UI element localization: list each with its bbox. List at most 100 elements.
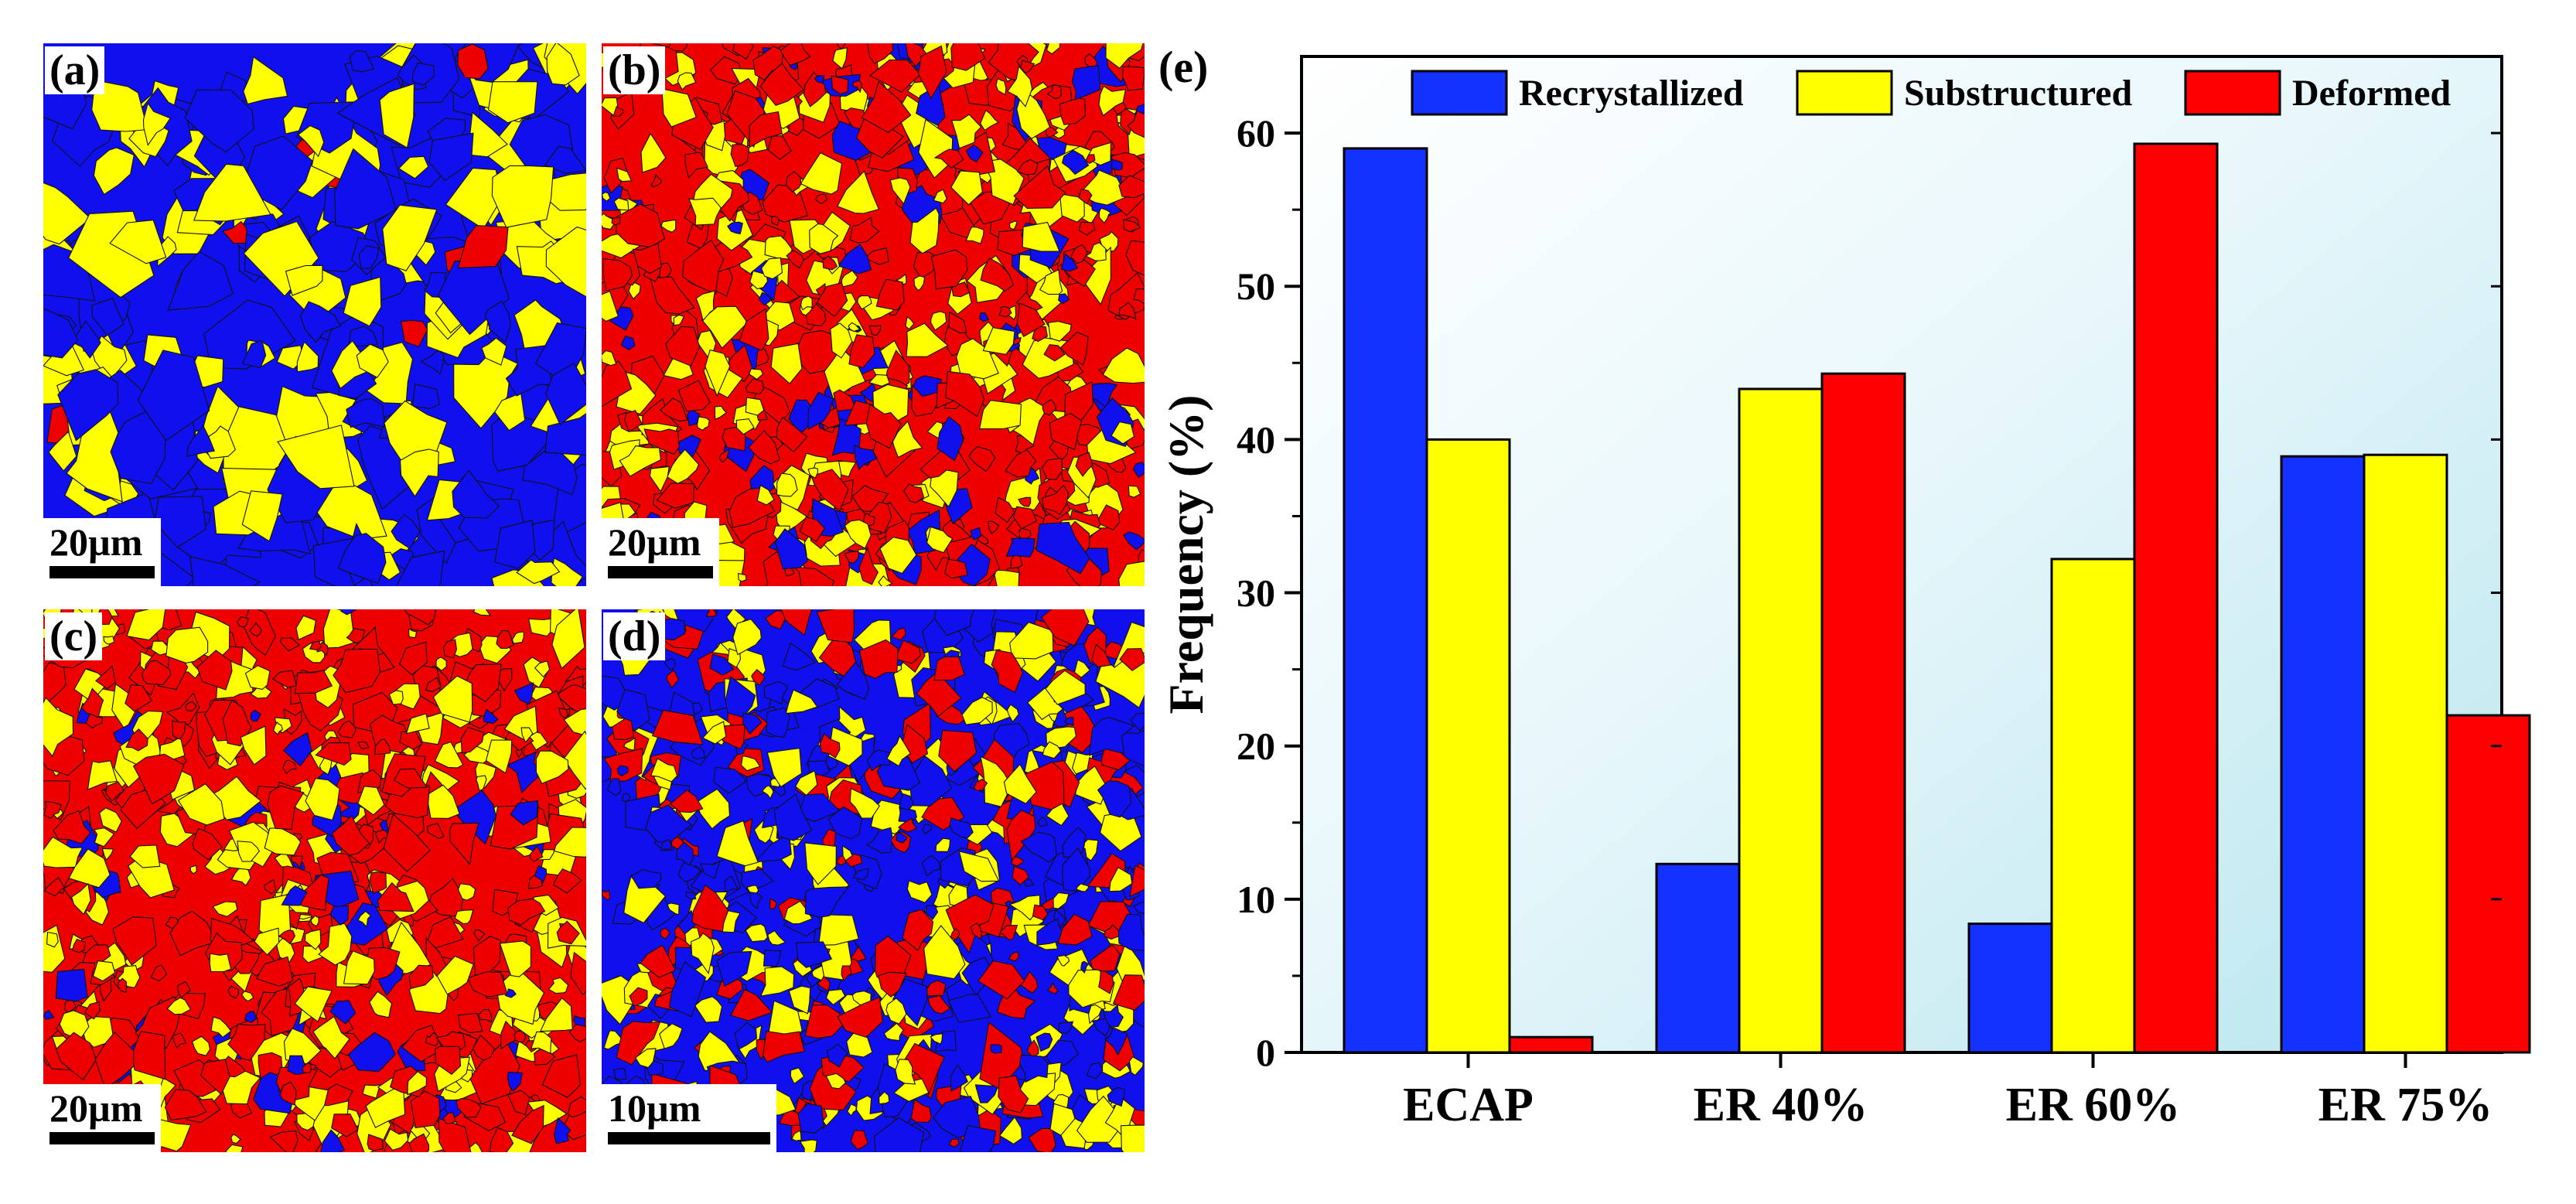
panel-label-d: (d) bbox=[603, 612, 666, 660]
grain bbox=[511, 631, 524, 644]
x-tick-label: ER 60% bbox=[2006, 1079, 2181, 1131]
grain bbox=[250, 709, 261, 722]
grain bbox=[1120, 106, 1136, 136]
grain bbox=[1046, 1039, 1079, 1069]
grain bbox=[763, 950, 782, 967]
grain bbox=[751, 669, 766, 686]
grain bbox=[786, 171, 802, 193]
grain bbox=[241, 339, 267, 369]
grain bbox=[1012, 506, 1038, 530]
grain bbox=[769, 898, 777, 910]
grain bbox=[810, 469, 849, 512]
grain bbox=[369, 991, 393, 1018]
grain bbox=[379, 83, 415, 148]
grain bbox=[797, 1103, 824, 1134]
grain bbox=[294, 986, 333, 1023]
grain bbox=[554, 1117, 571, 1144]
grain bbox=[64, 1000, 77, 1013]
grain bbox=[899, 793, 915, 811]
grain bbox=[1046, 43, 1061, 55]
grain bbox=[1060, 252, 1079, 272]
grain bbox=[841, 844, 853, 861]
grain bbox=[1007, 65, 1033, 107]
grain bbox=[827, 806, 863, 840]
grain bbox=[980, 755, 1012, 807]
grain bbox=[1019, 1054, 1049, 1083]
grain bbox=[1102, 347, 1145, 384]
grain bbox=[891, 627, 906, 641]
grain bbox=[70, 882, 91, 916]
grain bbox=[165, 626, 209, 663]
grain bbox=[830, 322, 853, 359]
grain bbox=[1080, 960, 1090, 974]
scale-line-c bbox=[49, 1132, 155, 1144]
grain bbox=[1045, 670, 1086, 705]
grain bbox=[553, 827, 586, 858]
grain bbox=[72, 938, 87, 953]
grain bbox=[1008, 895, 1041, 921]
grain bbox=[472, 1034, 495, 1061]
grain bbox=[1058, 293, 1070, 305]
grain bbox=[659, 1023, 683, 1049]
grain bbox=[735, 418, 755, 435]
grain bbox=[343, 950, 375, 985]
grain bbox=[227, 985, 239, 999]
grain bbox=[337, 533, 387, 585]
grain bbox=[1108, 867, 1133, 892]
grain bbox=[309, 640, 322, 651]
grain bbox=[1132, 901, 1145, 914]
grain bbox=[619, 445, 662, 477]
grain bbox=[1059, 331, 1089, 366]
grain bbox=[1104, 1027, 1128, 1056]
bar-recrystallized-er-40- bbox=[1655, 862, 1741, 1054]
grain bbox=[485, 739, 513, 774]
grain bbox=[312, 1015, 350, 1059]
grain bbox=[1073, 659, 1091, 678]
grain bbox=[634, 1048, 657, 1069]
grain bbox=[603, 157, 628, 194]
grain bbox=[203, 299, 296, 370]
scale-line-d bbox=[608, 1132, 770, 1144]
grain bbox=[383, 813, 432, 872]
grain bbox=[189, 865, 197, 875]
grain bbox=[831, 418, 862, 456]
grain bbox=[776, 472, 798, 497]
grain bbox=[923, 925, 966, 980]
grain bbox=[193, 163, 271, 222]
grain bbox=[374, 829, 391, 844]
grain bbox=[660, 838, 673, 851]
grain bbox=[277, 425, 355, 489]
grain bbox=[1036, 1032, 1053, 1052]
grain bbox=[1096, 504, 1121, 530]
grain bbox=[267, 785, 305, 831]
grain bbox=[1070, 244, 1088, 264]
grain bbox=[125, 728, 148, 752]
bar-recrystallized-er-75- bbox=[2280, 455, 2366, 1054]
grain-map-d bbox=[602, 609, 1145, 1152]
grain bbox=[93, 147, 135, 196]
grain bbox=[318, 923, 353, 966]
grain bbox=[958, 851, 1000, 882]
grain bbox=[863, 512, 875, 527]
grain bbox=[767, 929, 786, 946]
grain bbox=[273, 721, 283, 735]
grain bbox=[127, 855, 175, 899]
grain bbox=[961, 697, 993, 725]
bar-deformed-er-75- bbox=[2445, 714, 2531, 1054]
bar-deformed-ecap bbox=[1508, 1035, 1594, 1054]
grain bbox=[282, 732, 312, 767]
grain bbox=[694, 996, 723, 1023]
grain bbox=[918, 45, 947, 100]
grain bbox=[886, 735, 911, 767]
grain bbox=[1111, 159, 1123, 171]
grain bbox=[411, 62, 435, 86]
grain bbox=[166, 997, 192, 1015]
grain bbox=[606, 778, 622, 796]
grain bbox=[1003, 763, 1037, 804]
grain bbox=[1118, 175, 1145, 199]
x-tick-label: ER 75% bbox=[2318, 1079, 2493, 1131]
grain bbox=[1043, 344, 1066, 362]
grain bbox=[603, 1030, 626, 1050]
grain bbox=[227, 1023, 266, 1062]
grain bbox=[1063, 717, 1074, 726]
